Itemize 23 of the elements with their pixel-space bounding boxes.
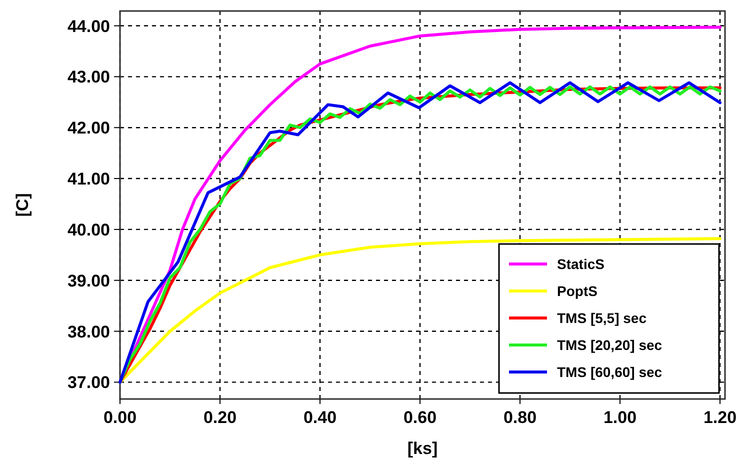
y-tick-label: 42.00: [67, 118, 110, 138]
y-tick-label: 40.00: [67, 220, 110, 240]
legend-label: StaticS: [557, 256, 604, 272]
x-tick-label: 0.60: [403, 408, 437, 427]
legend-label: TMS [60,60] sec: [557, 364, 662, 380]
x-tick-label: 0.40: [303, 408, 337, 427]
x-tick-label: 1.20: [703, 408, 737, 427]
legend-label: TMS [20,20] sec: [557, 337, 662, 353]
y-tick-label: 38.00: [67, 322, 110, 342]
x-tick-label: 0.80: [503, 408, 537, 427]
x-tick-label: 0.00: [103, 408, 137, 427]
x-tick-label: 0.20: [203, 408, 237, 427]
x-tick-label: 1.00: [603, 408, 637, 427]
y-tick-label: 39.00: [67, 271, 110, 290]
legend-label: PoptS: [557, 283, 598, 299]
x-axis-title: [ks]: [407, 439, 438, 458]
y-tick-label: 37.00: [67, 373, 110, 392]
y-tick-label: 43.00: [67, 68, 110, 87]
y-tick-label: 41.00: [67, 170, 110, 189]
legend-label: TMS [5,5] sec: [557, 310, 647, 326]
y-tick-label: 44.00: [67, 16, 110, 36]
line-series: [118, 237, 722, 384]
y-axis-title: [C]: [13, 193, 32, 217]
